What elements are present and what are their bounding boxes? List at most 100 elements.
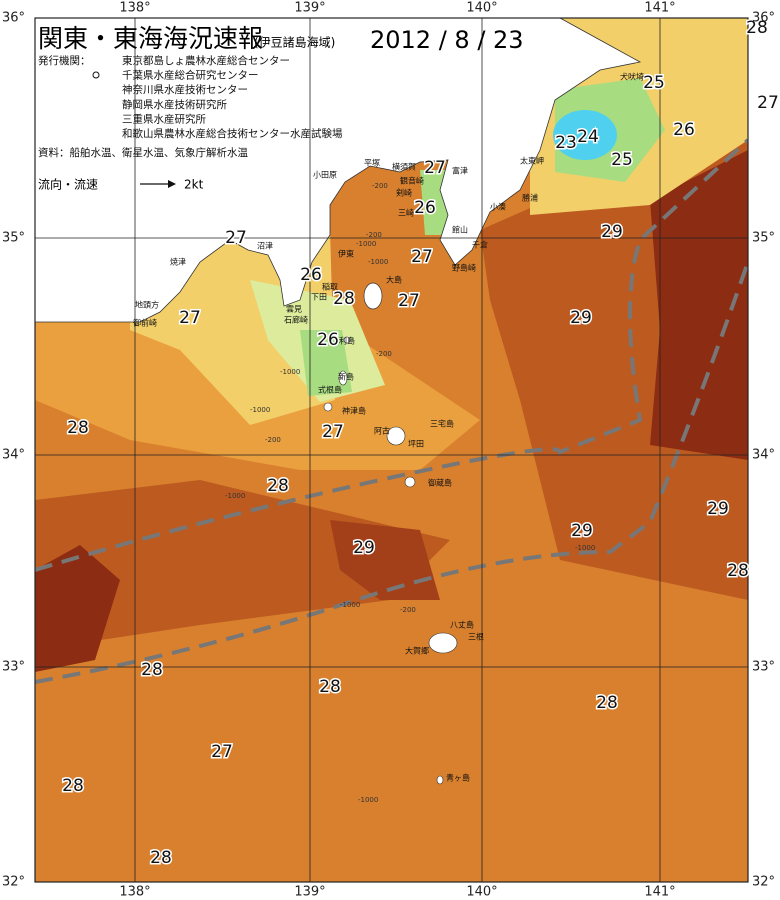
legend-label: 流向・流速	[38, 177, 98, 192]
isotherm-label: 27	[179, 308, 201, 328]
warm-region	[330, 520, 440, 600]
isotherm-label: 28	[150, 848, 172, 868]
isotherm-label: 26	[300, 265, 322, 285]
isotherm-label: 29	[571, 521, 593, 541]
island	[428, 632, 458, 654]
depth-label: -1000	[575, 544, 595, 552]
place-name: 下田	[311, 293, 327, 302]
issuer: 神奈川県水産技術センター	[122, 83, 248, 96]
island	[404, 476, 416, 488]
latitude-label: 35°	[2, 231, 25, 246]
map-frame	[34, 17, 749, 883]
isotherm-label: 27	[424, 158, 446, 178]
place-name: 小田原	[313, 171, 337, 180]
depth-label: -200	[400, 606, 416, 614]
depth-label: -1000	[356, 240, 376, 248]
graticule	[35, 18, 748, 882]
longitude-label: 141°	[644, 1, 675, 16]
depth-label: -200	[372, 182, 388, 190]
depth-label: -1000	[225, 492, 245, 500]
island	[386, 426, 406, 446]
issuer: 三重県水産研究所	[122, 112, 206, 125]
subtitle: (伊豆諸島海域)	[254, 35, 335, 50]
depth-label: -1000	[368, 258, 388, 266]
place-name: 御蔵島	[428, 478, 452, 488]
island	[323, 402, 333, 412]
place-name: 館山	[452, 225, 468, 235]
place-name: 青ヶ島	[446, 773, 470, 783]
issuer: 千葉県水産総合研究センター	[122, 69, 259, 82]
island	[343, 336, 351, 344]
island	[363, 282, 383, 310]
place-name: 神津島	[342, 406, 366, 416]
place-name: 石廊崎	[284, 315, 308, 325]
depth-label: -1000	[340, 601, 360, 609]
land	[35, 18, 642, 323]
isotherm-label: 26	[317, 330, 339, 350]
place-name: 観音崎	[400, 176, 424, 186]
bullet	[92, 71, 100, 79]
issuer: 東京都島しょ農林水産総合センター	[122, 54, 290, 67]
kuroshio-edge	[35, 138, 748, 572]
isotherm-label: 27	[211, 742, 233, 762]
latitude-label: 36°	[752, 11, 775, 26]
place-name: 御前崎	[133, 318, 157, 328]
isotherm-label: 28	[62, 776, 84, 796]
sources: 資料：船舶水温、衛星水温、気象庁解析水温	[38, 146, 248, 159]
latitude-label: 35°	[752, 231, 775, 246]
longitude-label: 139°	[294, 1, 325, 16]
latitude-label: 33°	[752, 660, 775, 675]
longitude-label: 139°	[294, 885, 325, 900]
latitude-label: 34°	[752, 448, 775, 463]
isotherm-label: 25	[643, 73, 665, 93]
isotherm-label: 27	[757, 93, 779, 113]
latitude-label: 36°	[2, 11, 25, 26]
place-name: 大島	[386, 275, 402, 285]
place-name: 八丈島	[450, 620, 474, 630]
place-name: 太東岬	[520, 156, 544, 166]
longitude-label: 140°	[466, 885, 497, 900]
isotherm-label: 28	[141, 660, 163, 680]
place-name: 小湊	[490, 202, 506, 212]
place-name: 三宅島	[430, 419, 454, 429]
place-name: 千倉	[472, 240, 488, 250]
place-name: 三崎	[398, 208, 414, 218]
warmest-region	[650, 150, 748, 460]
isotherm-label: 29	[570, 308, 592, 328]
issuer: 和歌山県農林水産総合技術センター水産試験場	[122, 127, 343, 140]
isotherm-label: 26	[673, 120, 695, 140]
isotherm-label: 23	[555, 133, 577, 153]
longitude-label: 138°	[119, 1, 150, 16]
place-name: 富津	[452, 166, 468, 176]
longitude-label: 141°	[644, 885, 675, 900]
place-name: 野島崎	[452, 263, 476, 273]
isotherm-label: 29	[353, 538, 375, 558]
issuers-label: 発行機関：	[38, 54, 91, 67]
depth-label: -200	[265, 436, 281, 444]
depth-label: -200	[366, 231, 382, 239]
isotherm-label: 27	[322, 422, 344, 442]
isotherm-label: 26	[414, 198, 436, 218]
coldest-region	[553, 110, 617, 160]
depth-label: -1000	[280, 368, 300, 376]
place-name: 稲取	[322, 282, 338, 292]
depth-label: -1000	[250, 406, 270, 414]
isotherm-label: 28	[319, 677, 341, 697]
place-name: 式根島	[318, 385, 342, 395]
depth-label: -1000	[358, 796, 378, 804]
longitude-label: 138°	[119, 885, 150, 900]
place-name: 剣崎	[396, 188, 412, 198]
island	[436, 775, 444, 785]
place-name: 平塚	[364, 159, 380, 168]
sea-temperature-field	[35, 18, 748, 882]
warmest-region	[35, 545, 120, 672]
title: 関東・東海海況速報	[38, 24, 263, 53]
place-name: 伊東	[338, 249, 354, 259]
place-name: 阿古	[374, 426, 390, 436]
place-name: 横須賀	[392, 162, 416, 172]
isotherm-label: 28	[746, 18, 768, 38]
latitude-label: 33°	[2, 660, 25, 675]
place-name: 新島	[338, 372, 354, 382]
depth-label: -200	[376, 350, 392, 358]
